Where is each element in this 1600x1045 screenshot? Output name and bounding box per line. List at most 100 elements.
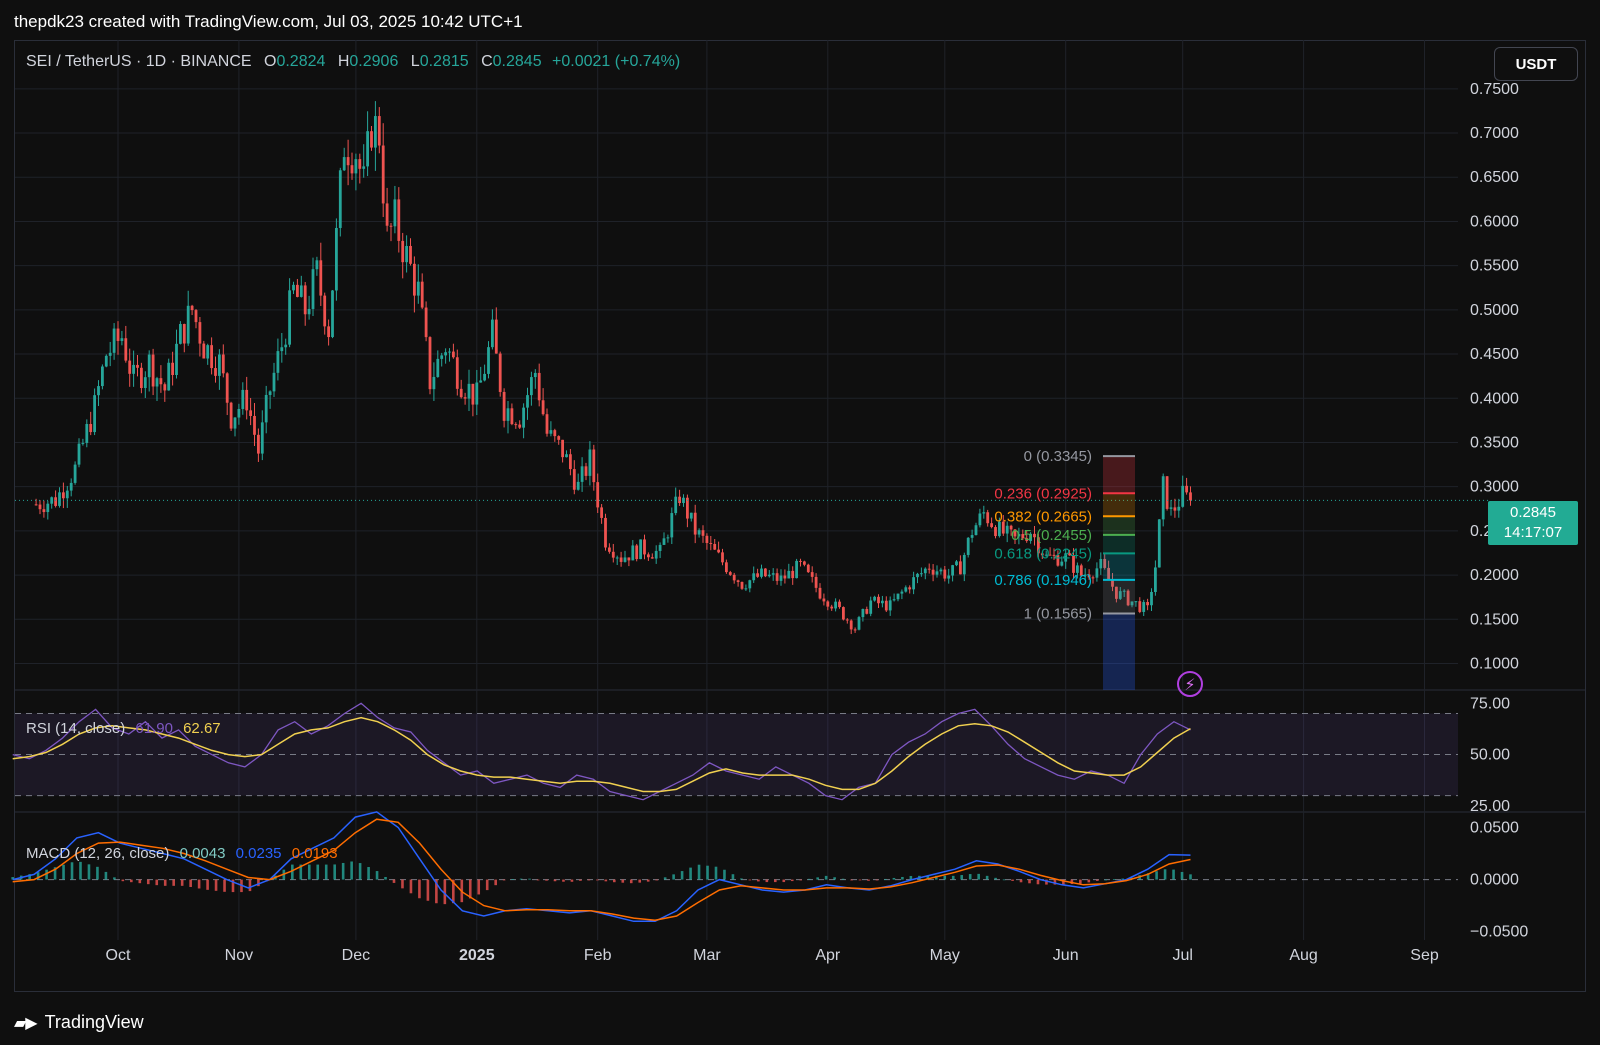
candle-body (1037, 537, 1040, 554)
candle-body (1122, 590, 1126, 592)
macd-histogram-bar (867, 879, 870, 881)
candle-body (1157, 519, 1161, 568)
candle-body (362, 166, 366, 169)
candle-body (1173, 507, 1177, 511)
candle-body (440, 355, 444, 359)
candle-body (908, 587, 912, 590)
macd-histogram-bar (765, 879, 769, 883)
candle-body (865, 609, 869, 614)
candle-body (787, 570, 791, 579)
macd-histogram-bar (1028, 879, 1031, 884)
change-value: +0.0021 (+0.74%) (552, 53, 681, 70)
candle-body (132, 364, 135, 374)
candle-body (849, 620, 853, 630)
candle-body (237, 408, 241, 418)
candle-body (210, 345, 213, 369)
macd-histogram-bar (985, 875, 989, 880)
candle-body (725, 562, 728, 573)
macd-histogram-bar (816, 877, 819, 880)
macd-histogram-bar (1095, 879, 1099, 881)
candle-body (818, 587, 822, 599)
candle-body (34, 504, 38, 506)
candle-body (803, 561, 806, 565)
macd-histogram-bar (731, 874, 735, 880)
macd-histogram-bar (570, 879, 574, 882)
fib-level-label: 1 (0.1565) (1024, 606, 1092, 623)
tradingview-logo-icon: ▰▶ (14, 1014, 38, 1032)
macd-signal-line (12, 818, 1191, 921)
candle-body (1154, 567, 1157, 592)
macd-histogram-bar (1146, 873, 1150, 880)
macd-histogram-bar (485, 879, 489, 891)
candle-body (569, 454, 572, 470)
macd-histogram-bar (519, 878, 523, 880)
candle-body (596, 482, 600, 508)
macd-histogram-bar (392, 879, 396, 883)
candle-body (147, 354, 151, 378)
candle-body (502, 391, 506, 421)
footer-logo-text: TradingView (44, 1012, 144, 1032)
rsi-tick-label: 25.00 (1470, 798, 1510, 815)
credit-text: thepdk23 created with TradingView.com, J… (14, 12, 523, 31)
rsi-tick-label: 75.00 (1470, 695, 1510, 712)
candle-body (491, 319, 494, 348)
candle-body (233, 417, 237, 429)
candle-body (393, 199, 397, 227)
candle-body (194, 310, 198, 323)
candle-body (713, 543, 717, 550)
price-tick-label: 0.6500 (1470, 169, 1519, 186)
macd-histogram-bar (663, 877, 667, 880)
candle-body (904, 587, 908, 592)
candle-body (896, 593, 900, 600)
candle-body (93, 395, 96, 433)
candle-body (647, 554, 650, 558)
candle-body (494, 319, 498, 354)
macd-histogram-bar (960, 875, 964, 880)
candle-body (783, 575, 787, 579)
candle-body (1146, 602, 1149, 606)
macd-histogram-bar (333, 864, 336, 880)
macd-histogram-bar (629, 879, 633, 884)
candle-body (1142, 602, 1146, 612)
candle-body (81, 442, 85, 444)
candle-body (650, 557, 654, 559)
macd-histogram-bar (367, 867, 370, 880)
candle-body (615, 557, 619, 559)
time-tick-label: Feb (584, 947, 612, 964)
footer: ▰▶ TradingView (14, 1012, 144, 1033)
candle-body (214, 368, 217, 376)
candle-body (994, 527, 997, 537)
candle-body (943, 569, 947, 579)
candle-body (428, 337, 432, 390)
candle-body (140, 367, 143, 389)
macd-histogram-bar (841, 878, 845, 880)
candle-body (401, 240, 405, 263)
macd-hist-value: 0.0043 (179, 845, 226, 862)
candle-body (518, 424, 522, 428)
macd-histogram-bar (1129, 877, 1133, 880)
macd-histogram-bar (1163, 869, 1167, 880)
candle-body (1029, 533, 1032, 541)
macd-histogram-bar (1002, 879, 1006, 881)
macd-histogram-bar (833, 877, 836, 880)
candle-body (748, 580, 752, 589)
macd-histogram-bar (587, 879, 591, 881)
price-tick-label: 0.3000 (1470, 479, 1519, 496)
macd-histogram-bar (875, 879, 879, 881)
macd-line (12, 811, 1191, 923)
price-tick-label: 0.1000 (1470, 655, 1519, 672)
macd-histogram-bar (358, 863, 362, 880)
candle-body (627, 557, 631, 561)
candle-body (709, 542, 713, 544)
candle-body (381, 145, 385, 204)
currency-button[interactable]: USDT (1494, 47, 1578, 81)
macd-histogram-bar (121, 879, 125, 882)
candle-body (916, 573, 919, 578)
candle-body (179, 324, 182, 344)
chart-area[interactable] (14, 40, 1586, 992)
candle-body (962, 554, 966, 575)
macd-histogram-bar (943, 875, 947, 880)
lightning-icon[interactable]: ⚡ (1177, 671, 1203, 697)
candle-body (358, 159, 362, 169)
